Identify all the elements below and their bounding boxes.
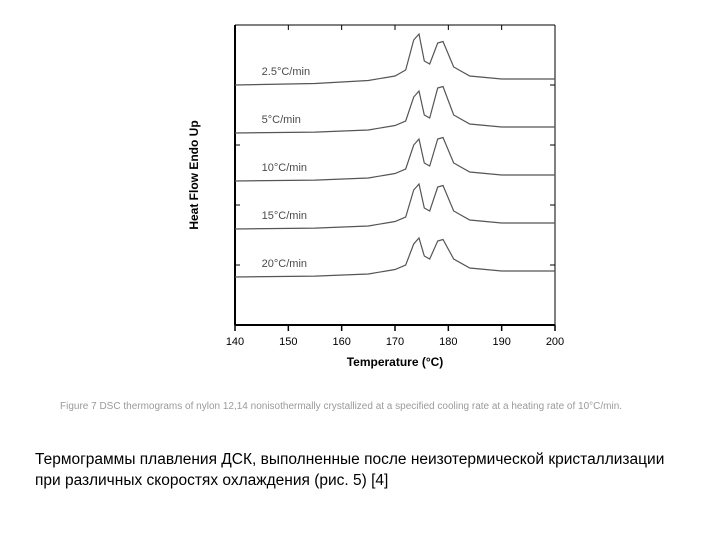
x-tick-label: 150 [279, 336, 297, 348]
series-curve [235, 87, 555, 134]
chart-svg: 140 150 160 170 180 190 200 Temperature (°C) Hea… [180, 10, 570, 380]
x-tick-label: 170 [386, 336, 404, 348]
x-axis-label: Temperature (°C) [347, 355, 444, 369]
series-curve [235, 184, 555, 229]
series-label: 10°C/min [262, 162, 307, 174]
x-tick-label: 140 [226, 336, 244, 348]
x-tick-label: 190 [492, 336, 510, 348]
x-tick-label: 200 [546, 336, 564, 348]
series-label: 20°C/min [262, 258, 307, 270]
y-axis-label: Heat Flow Endo Up [187, 120, 201, 229]
series-curve [235, 138, 555, 182]
x-tick-label: 180 [439, 336, 457, 348]
x-tick-label: 160 [332, 336, 350, 348]
page: 140 150 160 170 180 190 200 Temperature (°C) Hea… [0, 0, 720, 540]
series-label: 5°C/min [262, 114, 301, 126]
figure-caption: Figure 7 DSC thermograms of nylon 12,14 … [60, 400, 660, 414]
series-label: 2.5°C/min [262, 66, 310, 78]
body-text: Термограммы плавления ДСК, выполненные п… [35, 450, 685, 492]
dsc-chart: 140 150 160 170 180 190 200 Temperature (°C) Hea… [180, 10, 570, 380]
series-label: 15°C/min [262, 210, 307, 222]
